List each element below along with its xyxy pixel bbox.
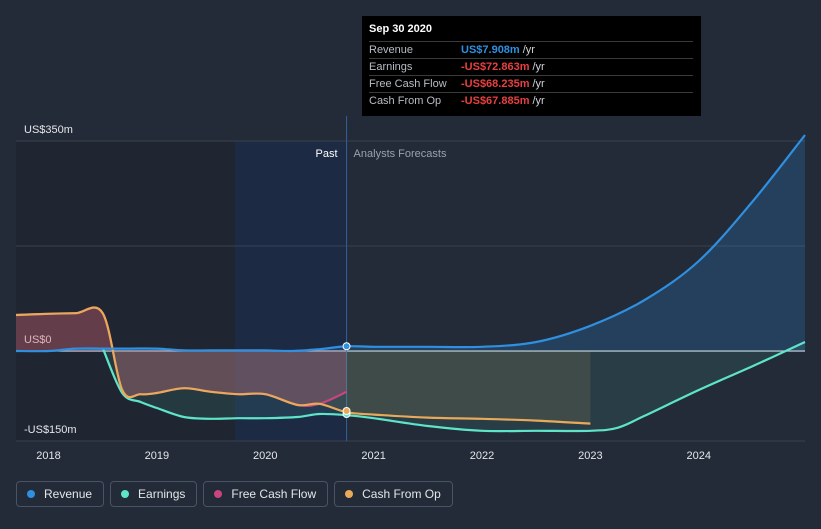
x-tick-label: 2018 <box>36 450 60 462</box>
legend-dot-icon <box>345 490 354 498</box>
x-tick-label: 2019 <box>145 450 169 462</box>
series-line-cash-from-op <box>15 306 591 425</box>
area-revenue <box>16 135 805 352</box>
tooltip-value: -US$67.885m <box>461 95 530 107</box>
legend-dot-icon <box>121 490 130 498</box>
x-tick-label: 2024 <box>687 450 711 462</box>
legend-item-cash-from-op[interactable]: Cash From Op <box>334 481 453 507</box>
area-earnings <box>102 342 805 432</box>
legend-item-revenue[interactable]: Revenue <box>16 481 105 507</box>
tooltip-value: -US$72.863m <box>461 61 530 73</box>
tooltip-date: Sep 30 2020 <box>369 23 432 35</box>
y-tick-label: -US$150m <box>24 424 77 436</box>
area-cash-from-op <box>16 307 591 424</box>
tooltip-label: Earnings <box>369 61 413 73</box>
legend-dot-icon <box>214 490 223 498</box>
tooltip: Sep 30 2020 Revenue US$7.908m /yr Earnin… <box>362 16 701 116</box>
forecast-label: Analysts Forecasts <box>354 148 447 160</box>
tooltip-unit: /yr <box>522 44 535 56</box>
tooltip-value: US$7.908m <box>461 44 520 56</box>
x-tick-label: 2020 <box>253 450 277 462</box>
marker-cash-from-op <box>342 407 351 415</box>
marker-revenue <box>342 342 351 351</box>
tooltip-label: Revenue <box>369 44 414 56</box>
legend-label: Revenue <box>44 487 93 501</box>
tooltip-value: -US$68.235m <box>461 78 530 90</box>
legend-label: Cash From Op <box>362 487 441 501</box>
legend: Revenue Earnings Free Cash Flow Cash Fro… <box>16 481 453 509</box>
legend-label: Free Cash Flow <box>231 487 317 501</box>
tooltip-row-earnings: Earnings -US$72.863m /yr <box>369 58 693 75</box>
past-region-shade <box>16 141 235 441</box>
tooltip-row-revenue: Revenue US$7.908m /yr <box>369 41 693 58</box>
tooltip-row-cash-from-op: Cash From Op -US$67.885m /yr <box>369 92 693 109</box>
tooltip-unit: /yr <box>532 61 545 73</box>
tooltip-unit: /yr <box>532 95 545 107</box>
x-tick-label: 2023 <box>578 450 602 462</box>
x-tick-label: 2022 <box>470 450 494 462</box>
tooltip-label: Free Cash Flow <box>369 78 447 90</box>
past-label: Past <box>316 148 338 160</box>
legend-dot-icon <box>27 490 35 498</box>
legend-label: Earnings <box>138 487 186 501</box>
tooltip-unit: /yr <box>532 78 545 90</box>
legend-item-earnings[interactable]: Earnings <box>110 481 198 507</box>
y-tick-label: US$0 <box>24 334 52 346</box>
legend-item-free-cash-flow[interactable]: Free Cash Flow <box>203 481 329 507</box>
recent-region-shade <box>234 141 347 441</box>
area-free-cash-flow <box>16 307 347 406</box>
tooltip-row-free-cash-flow: Free Cash Flow -US$68.235m /yr <box>369 75 693 92</box>
x-tick-label: 2021 <box>361 450 385 462</box>
series-line-revenue <box>15 134 806 353</box>
tooltip-label: Cash From Op <box>369 95 442 107</box>
y-tick-label: US$350m <box>24 124 73 136</box>
